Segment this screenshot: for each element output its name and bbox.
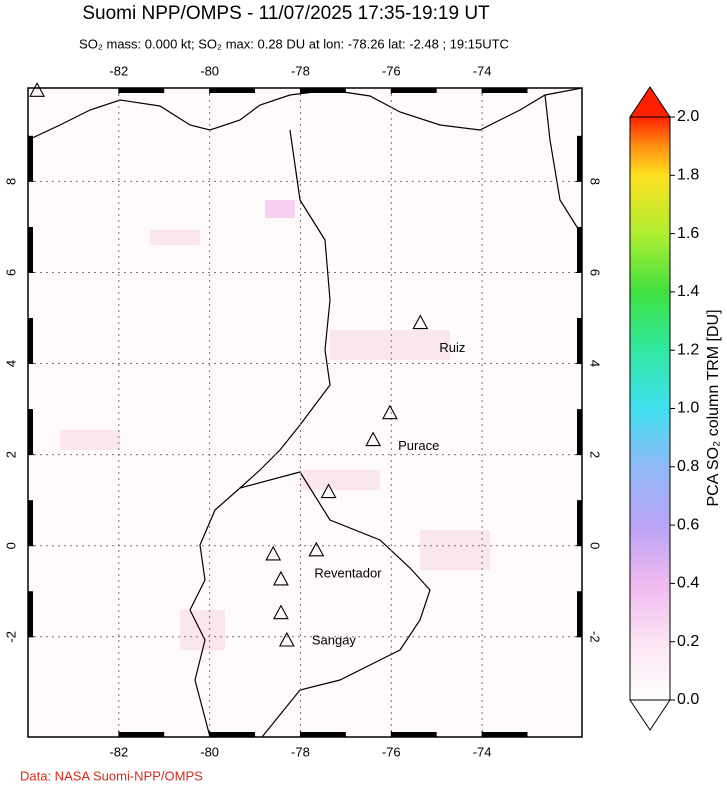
- x-tick-label: -74: [473, 63, 492, 78]
- colorbar-tick-label: 0.6: [677, 516, 699, 533]
- volcano-marker: [273, 570, 289, 586]
- frame-segment: [28, 500, 33, 546]
- x-tick-label: -78: [291, 63, 310, 78]
- volcano-label: Reventador: [314, 565, 382, 580]
- volcano-marker: [29, 82, 46, 97]
- volcano-marker: [273, 604, 289, 620]
- frame-segment: [28, 591, 33, 637]
- map-area: [28, 88, 582, 737]
- frame-segment: [300, 88, 346, 93]
- frame-segment: [577, 317, 582, 364]
- coastline: [28, 88, 582, 141]
- frame-segment: [577, 409, 582, 455]
- x-tick-label: -80: [200, 63, 219, 78]
- x-tick-label: -82: [109, 63, 128, 78]
- y-tick-label: -2: [588, 631, 603, 643]
- y-tick-label: -2: [3, 631, 18, 643]
- frame-segment: [577, 591, 582, 637]
- faint-patches: [60, 200, 490, 650]
- frame-segment: [300, 732, 346, 737]
- colorbar-tick-label: 1.0: [677, 400, 699, 417]
- frame-segment: [28, 135, 33, 182]
- border: [239, 471, 431, 737]
- colorbar-tick-label: 0.2: [677, 633, 699, 650]
- y-tick-label: 6: [3, 269, 18, 276]
- x-tick-label: -78: [291, 744, 310, 759]
- frame-segment: [577, 500, 582, 546]
- colorbar-min-arrow: [629, 699, 671, 731]
- map-background: [28, 88, 582, 737]
- volcano-marker: [308, 541, 325, 557]
- volcano-marker: [412, 314, 429, 330]
- frame-segment: [482, 732, 528, 737]
- colorbar-tick-label: 0.4: [677, 575, 699, 592]
- x-tick-label: -82: [109, 744, 128, 759]
- y-tick-label: 6: [588, 269, 603, 276]
- frame-segment: [577, 135, 582, 182]
- colorbar-tick-label: 2.0: [677, 108, 699, 125]
- frame-segment: [28, 226, 33, 273]
- frame-segment: [118, 88, 165, 93]
- frame-segment: [28, 317, 33, 364]
- chart-title: Suomi NPP/OMPS - 11/07/2025 17:35-19:19 …: [82, 3, 490, 24]
- y-tick-label: 2: [3, 451, 18, 458]
- frame-segment: [118, 732, 165, 737]
- x-tick-label: -74: [473, 744, 492, 759]
- y-tick-label: 4: [3, 360, 18, 367]
- frame-segment: [209, 732, 256, 737]
- volcano-label: Ruiz: [439, 340, 465, 355]
- frame-segment: [391, 88, 437, 93]
- colorbar-max-arrow: [629, 86, 671, 118]
- colorbar-tick-label: 1.4: [677, 283, 699, 300]
- volcano-label: Sangay: [312, 632, 357, 647]
- volcano-label: Purace: [398, 438, 439, 453]
- border: [544, 94, 582, 236]
- frame-segment: [391, 732, 437, 737]
- colorbar-tick-label: 0.0: [677, 691, 699, 708]
- volcano-marker: [381, 404, 398, 420]
- y-tick-label: 8: [3, 178, 18, 185]
- x-tick-label: -76: [382, 63, 401, 78]
- colorbar-tick-label: 0.8: [677, 458, 699, 475]
- colorbar-tick-label: 1.8: [677, 167, 699, 184]
- credit: Data: NASA Suomi-NPP/OMPS: [20, 768, 203, 783]
- y-tick-label: 8: [588, 178, 603, 185]
- x-tick-label: -80: [200, 744, 219, 759]
- colorbar-tick-label: 1.6: [677, 225, 699, 242]
- y-tick-label: 2: [588, 451, 603, 458]
- x-tick-label: -76: [382, 744, 401, 759]
- volcano-marker: [265, 545, 282, 561]
- coastline: [189, 129, 331, 737]
- chart-subtitle: SO₂ mass: 0.000 kt; SO₂ max: 0.28 DU at …: [79, 36, 509, 51]
- colorbar: [629, 116, 671, 701]
- frame-segment: [209, 88, 256, 93]
- colorbar-tick-label: 1.2: [677, 341, 699, 358]
- volcano-marker: [278, 631, 295, 647]
- frame-segment: [28, 409, 33, 455]
- y-tick-label: 0: [588, 542, 603, 549]
- y-tick-label: 0: [3, 542, 18, 549]
- frame-segment: [482, 88, 528, 93]
- frame-segment: [577, 226, 582, 273]
- volcano-marker: [320, 483, 337, 499]
- volcano-marker: [365, 431, 382, 447]
- colorbar-label: PCA SO₂ column TRM [DU]: [705, 309, 722, 506]
- y-tick-label: 4: [588, 360, 603, 367]
